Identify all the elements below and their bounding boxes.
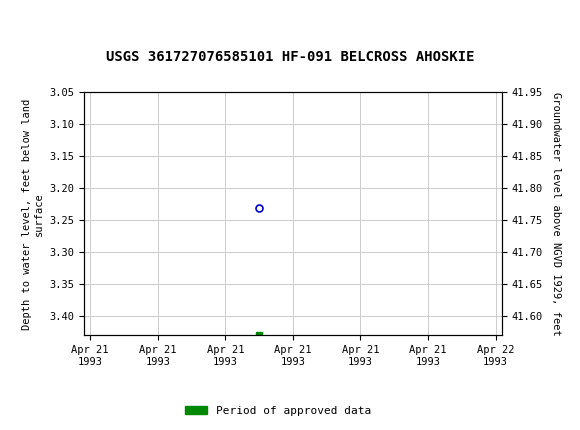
Y-axis label: Groundwater level above NGVD 1929, feet: Groundwater level above NGVD 1929, feet bbox=[551, 92, 561, 336]
Y-axis label: Depth to water level, feet below land
surface: Depth to water level, feet below land su… bbox=[22, 98, 44, 329]
Bar bbox=[0, 0, 75, 38]
Text: USGS 361727076585101 HF-091 BELCROSS AHOSKIE: USGS 361727076585101 HF-091 BELCROSS AHO… bbox=[106, 50, 474, 64]
Text: USGS: USGS bbox=[10, 10, 66, 28]
Legend: Period of approved data: Period of approved data bbox=[181, 401, 376, 420]
